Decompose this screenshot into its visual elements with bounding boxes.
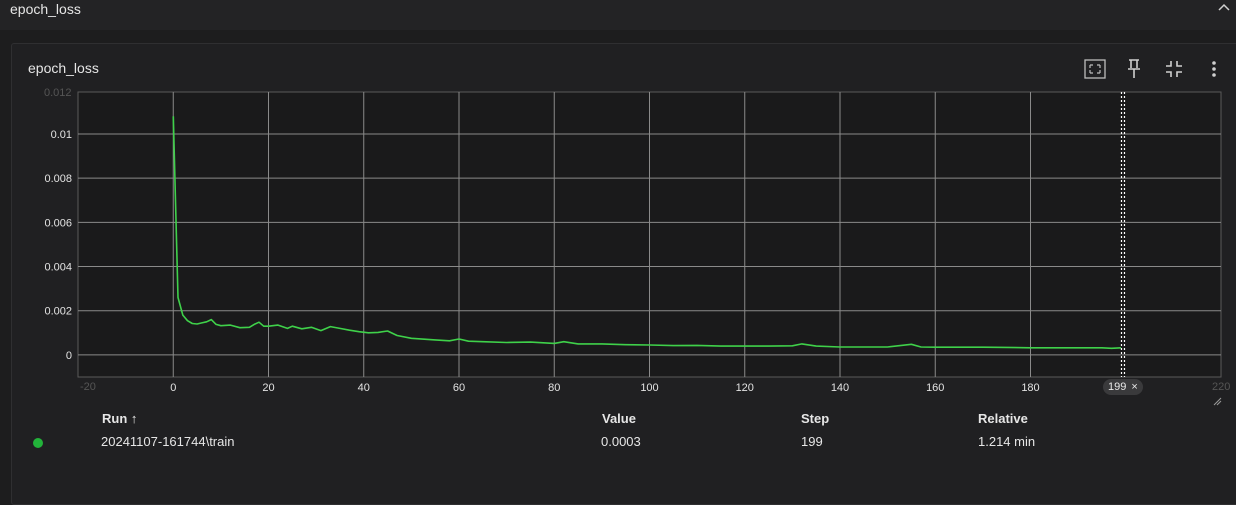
- header-value[interactable]: Value: [602, 411, 636, 426]
- x-tick-label: 100: [640, 382, 658, 394]
- pin-icon[interactable]: [1123, 58, 1145, 80]
- header-step[interactable]: Step: [801, 411, 830, 426]
- fit-domain-icon[interactable]: [1084, 58, 1106, 80]
- section-header[interactable]: epoch_loss: [0, 0, 1236, 30]
- x-tick-label: 160: [926, 382, 944, 394]
- y-tick-label: 0: [66, 350, 72, 362]
- cell-step: 199: [801, 434, 823, 449]
- collapse-card-icon[interactable]: [1163, 58, 1185, 80]
- x-tick-label: 180: [1021, 382, 1039, 394]
- section-title: epoch_loss: [10, 1, 81, 17]
- x-tick-label: 120: [736, 382, 754, 394]
- header-run[interactable]: Run ↑: [102, 411, 138, 426]
- y-tick-label: 0.01: [51, 129, 72, 141]
- card-title: epoch_loss: [28, 60, 99, 76]
- x-tick-label: 0: [170, 382, 176, 394]
- x-tick-label: 60: [453, 382, 465, 394]
- close-icon[interactable]: ×: [1131, 381, 1138, 393]
- resize-handle-icon: [1213, 397, 1222, 406]
- y-tick-label: 0.006: [44, 217, 72, 229]
- cell-value: 0.0003: [601, 434, 641, 449]
- series-line: [172, 116, 1122, 350]
- step-chip[interactable]: 199 ×: [1103, 379, 1143, 395]
- more-vert-icon[interactable]: [1203, 58, 1225, 80]
- chevron-up-icon[interactable]: [1216, 0, 1232, 15]
- clipped-x-tick-left: -20: [80, 381, 96, 393]
- y-tick-label: 0.008: [44, 173, 72, 185]
- line-chart[interactable]: 0 20 40 60 80 100 120 140 160 180 0 0.002 0.004 0.006…: [0, 0, 1236, 484]
- y-tick-label: 0.002: [44, 306, 72, 318]
- x-tick-label: 140: [831, 382, 849, 394]
- x-tick-label: 40: [358, 382, 370, 394]
- cell-run: 20241107-161744\train: [101, 434, 235, 449]
- run-color-dot: [33, 438, 43, 448]
- cell-relative: 1.214 min: [978, 434, 1036, 449]
- y-tick-label: 0.004: [44, 262, 72, 274]
- x-tick-label: 20: [262, 382, 274, 394]
- clipped-x-tick-right: 220: [1212, 381, 1230, 393]
- x-tick-label: 80: [548, 382, 560, 394]
- step-chip-label: 199: [1108, 381, 1127, 393]
- header-relative[interactable]: Relative: [978, 411, 1028, 426]
- clipped-y-tick-label: 0.012: [44, 87, 72, 99]
